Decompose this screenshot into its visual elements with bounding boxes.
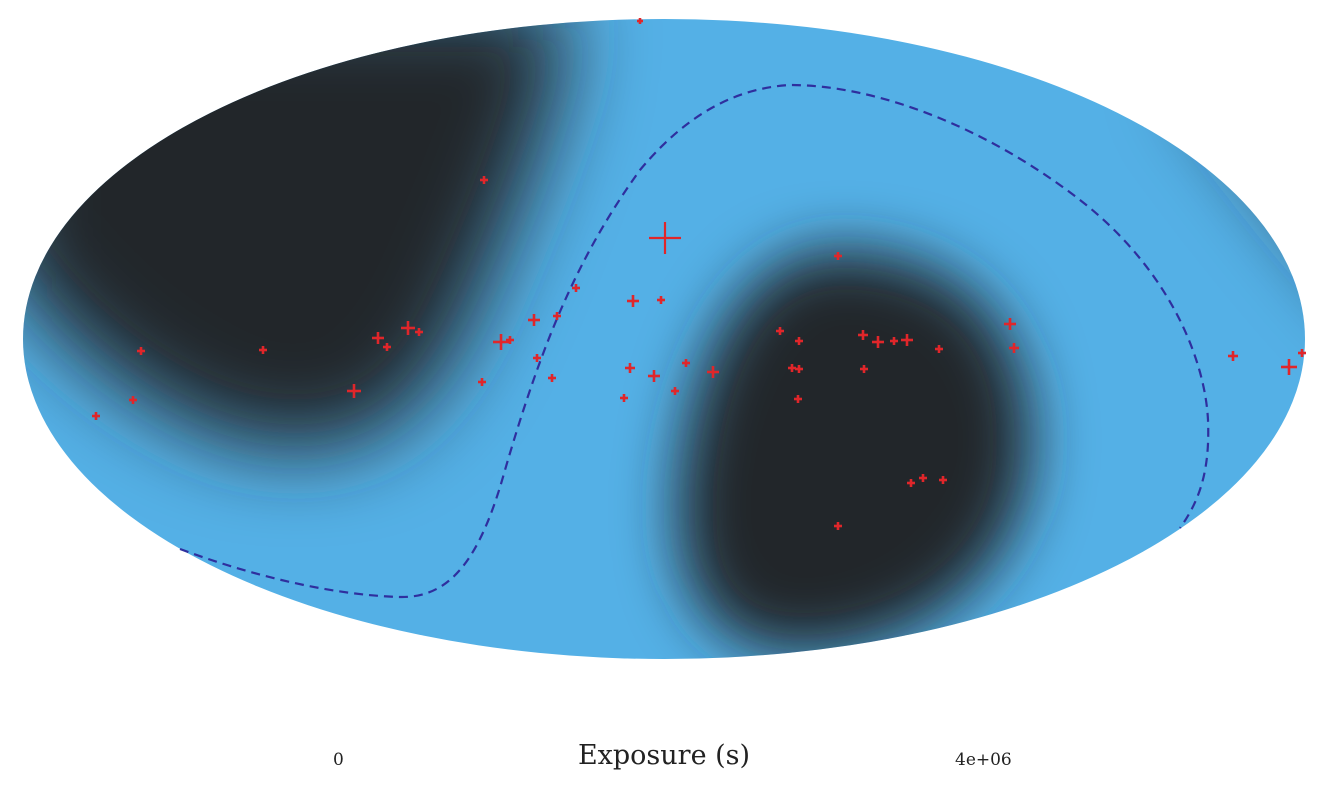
source-markers [92, 18, 1306, 530]
source-marker [401, 321, 415, 335]
source-marker [533, 354, 541, 362]
source-marker [478, 378, 486, 386]
source-marker [939, 476, 947, 484]
source-marker [834, 252, 842, 260]
source-marker [1298, 349, 1306, 357]
source-marker [548, 374, 556, 382]
source-marker [137, 347, 145, 355]
source-marker [528, 314, 540, 326]
source-marker [776, 327, 784, 335]
source-marker [795, 365, 803, 373]
source-marker [919, 474, 927, 482]
source-marker [649, 222, 681, 254]
source-marker [890, 337, 898, 345]
source-marker [907, 479, 915, 487]
source-marker [480, 176, 488, 184]
exposure-map [23, 19, 1305, 659]
source-marker [935, 345, 943, 353]
source-marker [625, 363, 635, 373]
source-marker [553, 312, 561, 320]
source-marker [1281, 359, 1297, 375]
source-marker [637, 18, 643, 24]
source-marker [795, 337, 803, 345]
source-marker [259, 346, 267, 354]
source-marker [648, 370, 660, 382]
source-marker [620, 394, 628, 402]
source-marker [671, 387, 679, 395]
source-marker [707, 366, 719, 378]
source-marker [383, 343, 391, 351]
source-marker [901, 334, 913, 346]
source-marker [788, 364, 796, 372]
source-marker [372, 332, 384, 344]
colorbar-title: Exposure (s) [577, 740, 751, 771]
sky-map [23, 18, 1306, 659]
source-marker [493, 334, 509, 350]
source-marker [572, 284, 580, 292]
colorbar-min-label: 0 [333, 750, 344, 770]
source-marker [858, 330, 868, 340]
source-marker [1228, 351, 1238, 361]
dashed-contour [179, 83, 1210, 599]
source-marker [627, 295, 639, 307]
source-marker [347, 384, 361, 398]
source-marker [415, 328, 423, 336]
colorbar-max-label: 4e+06 [955, 750, 1012, 770]
source-marker [1004, 318, 1016, 330]
source-marker [129, 396, 137, 404]
source-marker [834, 522, 842, 530]
source-marker [1009, 343, 1019, 353]
source-marker [872, 336, 884, 348]
source-marker [657, 296, 665, 304]
source-marker [506, 336, 514, 344]
source-marker [794, 395, 802, 403]
source-marker [682, 359, 690, 367]
source-marker [860, 365, 868, 373]
low-exposure-region-right [678, 250, 1031, 653]
source-marker [92, 412, 100, 420]
